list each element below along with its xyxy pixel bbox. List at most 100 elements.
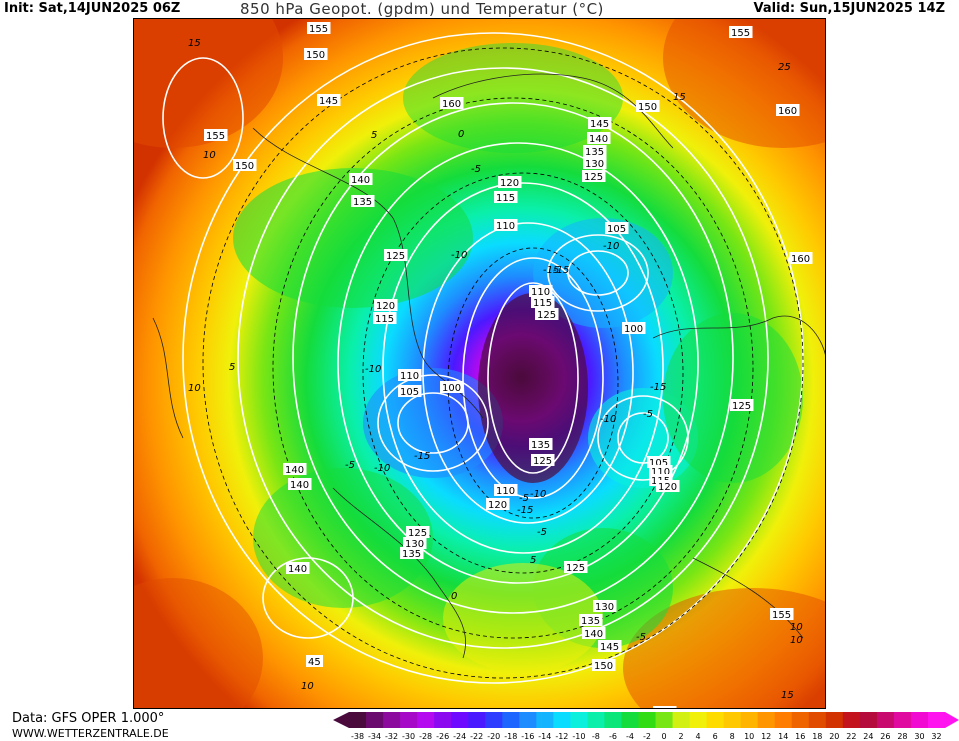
legend-color-box <box>519 712 537 728</box>
geopotential-label-bg <box>583 157 607 169</box>
geopotential-label-text: 160 <box>791 254 810 265</box>
geopotential-label: 120 <box>498 176 522 189</box>
legend-tick: -14 <box>538 732 551 741</box>
legend-tick: -2 <box>643 732 651 741</box>
legend-color-box <box>536 712 554 728</box>
geopotential-label: 130 <box>593 600 617 613</box>
geopotential-label-text: 140 <box>290 480 309 491</box>
legend-color-box <box>655 712 674 728</box>
geopotential-label-text: 125 <box>584 172 603 183</box>
legend-tick: -34 <box>368 732 381 741</box>
legend-tick: -4 <box>626 732 634 741</box>
geopotential-label-bg <box>592 659 616 671</box>
geopotential-label: 130 <box>403 537 427 550</box>
legend-tick: -28 <box>419 732 432 741</box>
geopotential-label-bg <box>403 537 427 549</box>
geopotential-label-text: 155 <box>772 610 791 621</box>
temperature-label: -5 <box>643 409 653 420</box>
legend-tick: 2 <box>679 732 684 741</box>
geopotential-label-text: 135 <box>585 147 604 158</box>
legend-color-box <box>553 712 571 728</box>
legend-color-box <box>723 712 742 728</box>
geopotential-label-text: 140 <box>285 465 304 476</box>
legend-tick: -22 <box>470 732 483 741</box>
temperature-label: 15 <box>673 92 686 103</box>
geopotential-label: 100 <box>622 322 646 335</box>
geopotential-label-text: 120 <box>376 301 395 312</box>
legend-tick: 18 <box>812 732 822 741</box>
geopotential-label-text: 145 <box>600 642 619 653</box>
geopotential-label-bg <box>286 562 310 574</box>
geopotential-label: 115 <box>531 296 555 309</box>
legend-color-box <box>893 712 912 728</box>
legend-tick: 4 <box>696 732 701 741</box>
geopotential-label-bg <box>406 526 430 538</box>
geopotential-label: 145 <box>317 94 341 107</box>
legend-color-box <box>876 712 895 728</box>
geopotential-label: 135 <box>400 547 424 560</box>
legend-color-box <box>842 712 861 728</box>
geopotential-label: 110 <box>494 484 518 497</box>
temperature-label: 10 <box>301 681 314 692</box>
geopotential-label-text: 105 <box>400 387 419 398</box>
legend-color-box <box>910 712 929 728</box>
geopotential-label: 140 <box>286 562 310 575</box>
website-url: WWW.WETTERZENTRALE.DE <box>12 727 169 740</box>
geopotential-label-text: 100 <box>624 324 643 335</box>
geopotential-label-bg <box>583 145 607 157</box>
legend-tick: 22 <box>846 732 856 741</box>
geopotential-label: 155 <box>307 22 331 35</box>
temperature-label: 10 <box>188 383 201 394</box>
cool-area <box>233 168 473 308</box>
data-source: Data: GFS OPER 1.000° <box>12 711 165 726</box>
legend-color-box <box>451 712 469 728</box>
temperature-label: 15 <box>188 38 201 49</box>
geopotential-label: 125 <box>730 399 754 412</box>
geopotential-label-bg <box>579 614 603 626</box>
legend-color-box <box>434 712 452 728</box>
temperature-label: -5 <box>471 164 481 175</box>
legend-color-boxes <box>333 712 959 728</box>
geopotential-label-bg <box>283 463 307 475</box>
geopotential-label-text: 135 <box>581 616 600 627</box>
geopotential-label: 160 <box>440 97 464 110</box>
geopotential-label-bg <box>653 706 677 709</box>
geopotential-label-bg <box>304 48 328 60</box>
geopotential-label-text: 120 <box>488 500 507 511</box>
geopotential-label-text: 125 <box>533 456 552 467</box>
init-time: Init: Sat,14JUN2025 06Z <box>4 1 181 16</box>
temperature-label: 5 <box>530 555 536 566</box>
warm-area <box>133 18 283 148</box>
geopotential-label-text: 150 <box>306 50 325 61</box>
geopotential-label: 120 <box>656 480 680 493</box>
geopotential-label: 150 <box>233 159 257 172</box>
geopotential-label-text: 100 <box>442 383 461 394</box>
geopotential-label-bg <box>656 480 680 492</box>
geopotential-label-bg <box>730 399 754 411</box>
legend-color-box <box>604 712 622 728</box>
legend-color-box <box>638 712 657 728</box>
legend-tick: 32 <box>931 732 941 741</box>
temperature-label: 10 <box>790 622 803 633</box>
temperature-label: 10 <box>203 150 216 161</box>
legend-tick: 6 <box>713 732 718 741</box>
temperature-label: -10 <box>603 241 619 252</box>
geopotential-label: 120 <box>374 299 398 312</box>
temperature-label: -15 <box>553 265 569 276</box>
geopotential-label-bg <box>564 561 588 573</box>
color-legend: -38 -34 -32 -30 -28 -26 -24 -22 -20 -18 -16 -14 -12-… <box>333 712 959 741</box>
geopotential-label: 135 <box>529 438 553 451</box>
legend-color-box <box>757 712 776 728</box>
geopotential-label-text: 135 <box>353 197 372 208</box>
geopotential-label-text: 160 <box>778 106 797 117</box>
geopotential-label-text: 155 <box>206 131 225 142</box>
geopotential-label: 125 <box>406 526 430 539</box>
legend-tick: 24 <box>863 732 873 741</box>
temperature-label: 0 <box>458 129 464 140</box>
legend-tick: 20 <box>829 732 839 741</box>
geopotential-label-bg <box>398 385 422 397</box>
geopotential-label-bg <box>486 498 510 510</box>
geopotential-label-text: 110 <box>400 371 419 382</box>
